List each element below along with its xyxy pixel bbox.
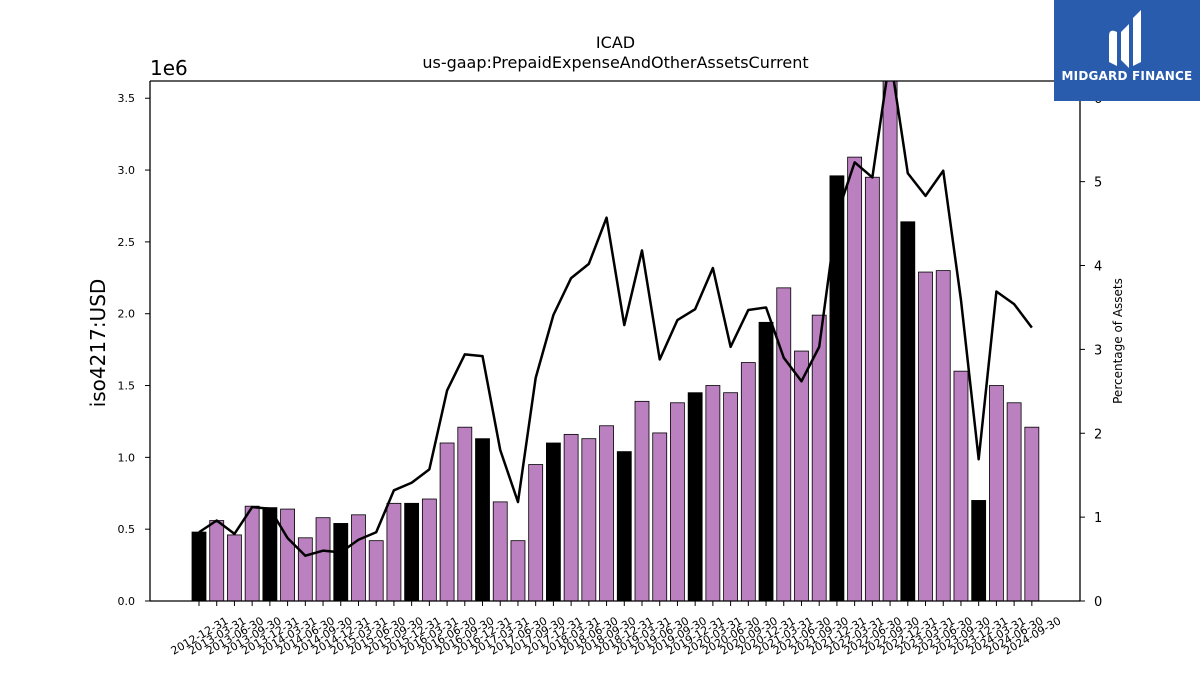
bar-2022-06-30 [864, 176, 880, 601]
bar-2013-12-31 [262, 507, 278, 601]
y-tick-right-label: 4 [1094, 260, 1102, 275]
y-offset-label: 1e6 [150, 56, 188, 80]
bar-2016-06-30 [439, 442, 455, 601]
y-tick-right-label: 3 [1094, 343, 1102, 358]
bar-2019-12-31 [687, 392, 703, 601]
chart-title: ICAD [596, 33, 635, 52]
bar-2022-12-31 [900, 221, 916, 601]
bar-2014-12-31 [333, 523, 349, 601]
y-tick-right-label: 1 [1094, 511, 1102, 526]
bars-group [191, 81, 1040, 601]
y-tick-left-label: 3.5 [118, 92, 136, 105]
bar-2013-06-30 [227, 534, 242, 601]
bar-2015-09-30 [386, 502, 402, 601]
bar-2023-12-31 [971, 500, 987, 601]
bar-2015-03-31 [351, 514, 366, 601]
bar-2017-12-31 [546, 442, 561, 601]
bar-2018-09-30 [599, 425, 614, 601]
bar-2021-03-31 [776, 287, 792, 601]
y-tick-right-label: 2 [1094, 427, 1102, 442]
bar-2023-09-30 [953, 370, 969, 601]
bar-2024-09-30 [1024, 426, 1040, 601]
bar-2015-06-30 [368, 540, 384, 601]
bar-2020-09-30 [740, 362, 756, 601]
bar-2023-03-31 [918, 271, 933, 601]
y-axis-label: iso4217:USD [86, 279, 110, 408]
bar-2020-12-31 [758, 321, 774, 601]
percentage-line [198, 81, 1033, 557]
y-tick-left-label: 3.0 [118, 164, 136, 177]
bar-2019-09-30 [670, 402, 685, 601]
bar-2019-06-30 [652, 432, 668, 601]
bar-2016-03-31 [421, 498, 437, 601]
bar-2013-03-31 [209, 520, 225, 601]
bar-2021-12-31 [829, 175, 845, 601]
y-tick-left-label: 1.0 [118, 451, 136, 464]
bar-2018-12-31 [616, 451, 632, 601]
bar-2013-09-30 [244, 505, 260, 601]
bar-2017-06-30 [510, 540, 526, 601]
bar-2014-09-30 [315, 517, 331, 601]
bar-2022-09-30 [882, 81, 898, 601]
bar-2022-03-31 [847, 156, 863, 601]
bar-2020-06-30 [723, 392, 738, 601]
y-tick-right-label: 5 [1094, 176, 1102, 191]
bar-2014-06-30 [297, 537, 313, 601]
y-ticks-left: 0.0 0.5 1.0 1.5 2.0 2.5 3.0 3.5 [118, 92, 150, 608]
y-tick-left-label: 0.0 [118, 595, 136, 608]
bar-2016-12-31 [475, 438, 490, 601]
y-tick-left-label: 2.0 [118, 308, 136, 321]
bar-2019-03-31 [634, 400, 650, 601]
y-tick-left-label: 0.5 [118, 523, 136, 536]
bar-2020-03-31 [705, 385, 721, 601]
line-series-group [198, 81, 1033, 557]
brand-logo: MIDGARD FINANCE [1054, 0, 1200, 101]
y-axis-label-right: Percentage of Assets [1111, 278, 1125, 404]
bar-2023-06-30 [935, 270, 951, 601]
brand-logo-text: MIDGARD FINANCE [1061, 69, 1193, 83]
bar-2024-06-30 [1006, 402, 1022, 601]
bar-2012-12-31 [191, 531, 207, 601]
bar-2024-03-31 [989, 385, 1004, 601]
bar-2018-03-31 [563, 433, 579, 601]
y-tick-right-label: 0 [1094, 595, 1102, 610]
y-tick-left-label: 1.5 [118, 380, 136, 393]
bar-2017-09-30 [528, 464, 544, 601]
bar-2015-12-31 [404, 502, 420, 601]
bar-2021-09-30 [811, 314, 827, 601]
midgard-logo-icon [1109, 10, 1141, 68]
bar-2021-06-30 [794, 350, 809, 601]
bar-2017-03-31 [492, 501, 508, 601]
y-ticks-right: 0123456 [1080, 92, 1102, 610]
bar-2014-03-31 [280, 508, 296, 601]
y-tick-left-label: 2.5 [118, 236, 136, 249]
x-ticks: 2012-12-312013-03-312013-06-302013-09-30… [169, 601, 1063, 658]
bar-2016-09-30 [457, 426, 473, 601]
chart-subtitle: us-gaap:PrepaidExpenseAndOtherAssetsCurr… [422, 53, 808, 72]
bar-2018-06-30 [581, 438, 597, 601]
